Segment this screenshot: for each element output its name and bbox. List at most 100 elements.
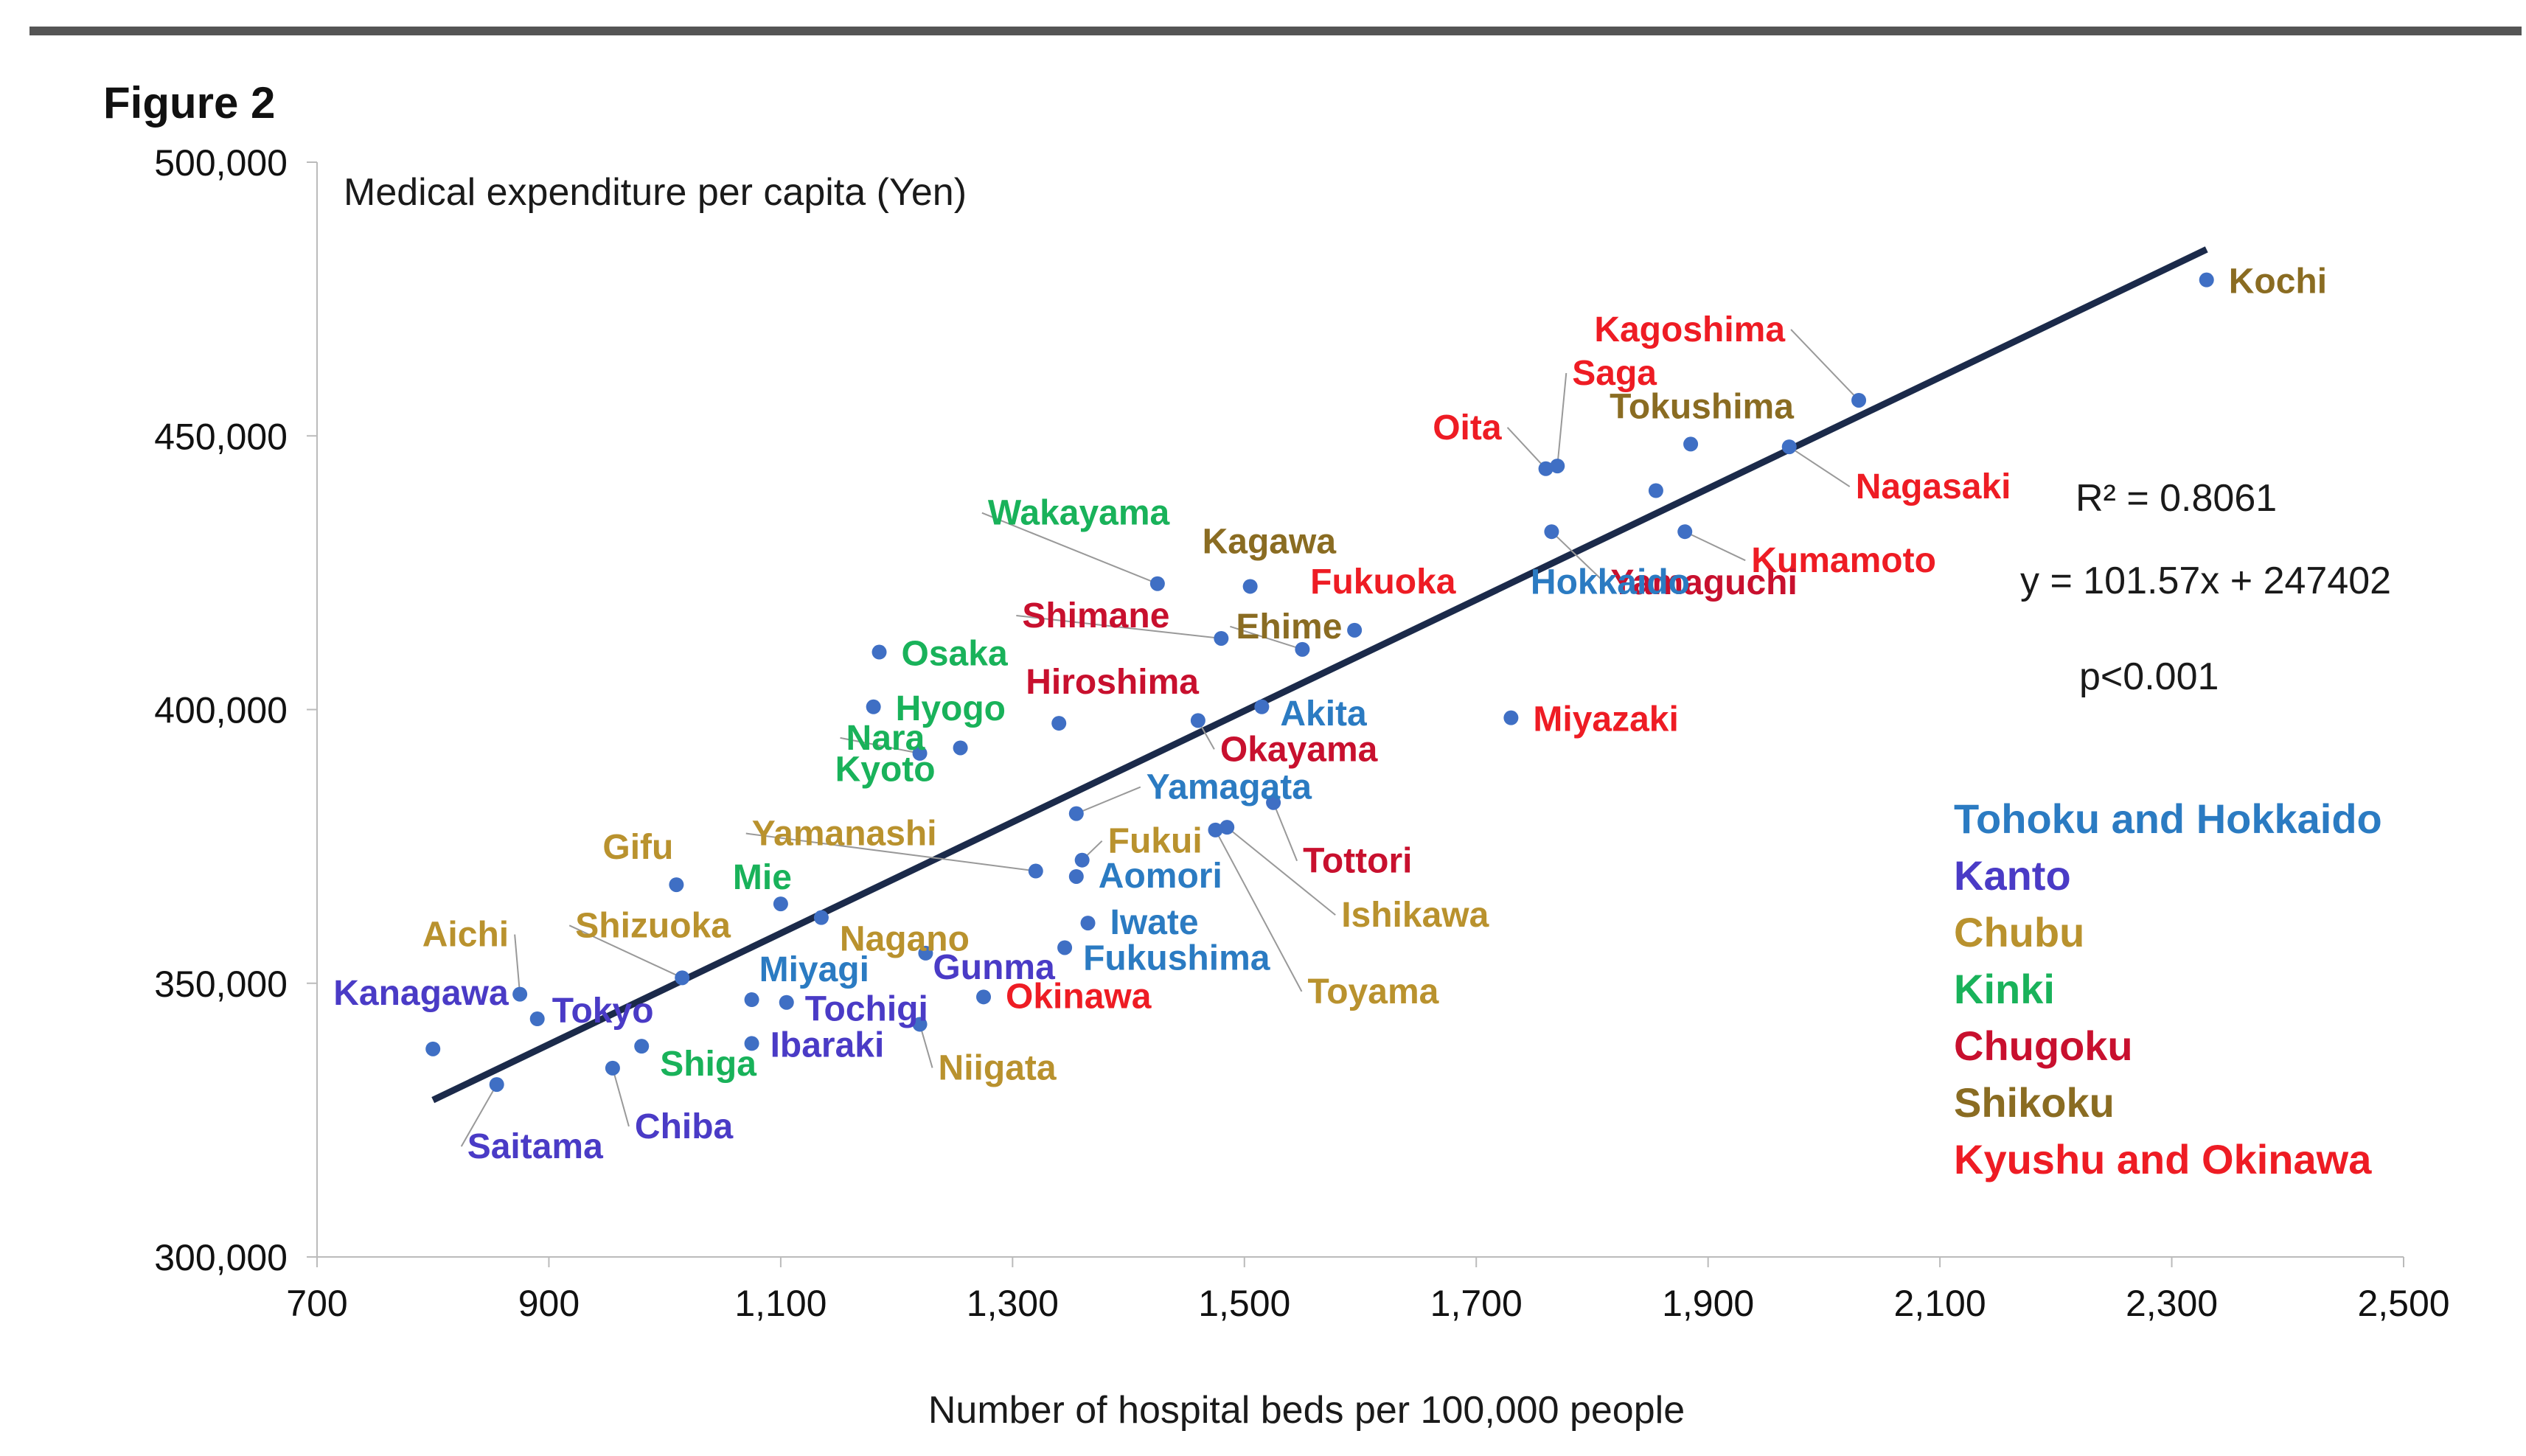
legend-item-shikoku: Shikoku: [1954, 1079, 2115, 1126]
point-label-kumamoto: Kumamoto: [1751, 541, 1936, 580]
point-label-tochigi: Tochigi: [805, 990, 928, 1029]
data-point-iwate: [1080, 916, 1096, 931]
point-label-yamagata: Yamagata: [1147, 768, 1312, 807]
point-label-kagawa: Kagawa: [1203, 522, 1337, 561]
data-point-yamaguchi: [1544, 524, 1559, 540]
legend-item-kinki: Kinki: [1954, 966, 2055, 1012]
point-label-hyogo: Hyogo: [896, 689, 1006, 728]
leader-line-ishikawa: [1226, 826, 1336, 916]
y-tick-label: 350,000: [154, 964, 288, 1005]
leader-line-yamanashi: [745, 832, 1036, 872]
leader-line-oita: [1506, 427, 1547, 470]
point-label-kanagawa: Kanagawa: [333, 974, 509, 1013]
data-point-niigata: [912, 1017, 928, 1032]
leader-line-wakayama: [981, 512, 1158, 585]
x-tick-label: 1,100: [734, 1283, 827, 1324]
data-point-oita: [1538, 461, 1553, 476]
data-point-tottori: [1266, 795, 1281, 810]
leader-line-chiba: [611, 1067, 630, 1127]
point-label-saitama: Saitama: [467, 1127, 603, 1166]
data-point-fukushima: [1057, 940, 1073, 955]
point-label-nagano: Nagano: [840, 920, 970, 959]
leader-line-kagoshima: [1790, 329, 1859, 401]
data-point-kagawa: [1242, 579, 1258, 594]
data-point-kochi: [2199, 272, 2214, 288]
x-tick-label: 1,700: [1430, 1283, 1523, 1324]
x-tick-label: 1,500: [1198, 1283, 1290, 1324]
x-tick-label: 1,900: [1662, 1283, 1754, 1324]
leader-line-kumamoto: [1684, 531, 1746, 562]
point-label-miyagi: Miyagi: [759, 950, 869, 989]
data-point-tokushima: [1683, 436, 1699, 452]
point-label-fukui: Fukui: [1108, 822, 1203, 861]
data-point-osaka: [871, 644, 887, 660]
p-value-annotation: p<0.001: [2079, 655, 2219, 698]
point-label-hiroshima: Hiroshima: [1026, 663, 1199, 702]
point-label-fukushima: Fukushima: [1083, 938, 1270, 978]
x-axis-title: Number of hospital beds per 100,000 peop…: [928, 1389, 1685, 1432]
point-label-tottori: Tottori: [1303, 842, 1412, 881]
data-point-ibaraki: [744, 1036, 759, 1051]
point-label-miyazaki: Miyazaki: [1533, 700, 1678, 739]
axes: 700 900 1,100 1,300 1,500 1,700 1,900 2,100 2,30…: [154, 142, 2449, 1324]
point-labels: Kochi Kagoshima Saga Oita Tokushima Nagasaki K…: [333, 262, 2327, 1166]
leader-line-nara: [840, 736, 920, 754]
leader-line-yamagata: [1076, 786, 1141, 815]
data-point-gunma: [918, 945, 933, 961]
leader-lines: [460, 329, 1859, 1147]
y-tick-label: 300,000: [154, 1237, 288, 1278]
data-point-chiba: [605, 1060, 620, 1076]
trend-line: [431, 246, 2208, 1104]
point-label-shizuoka: Shizuoka: [575, 906, 731, 945]
point-label-chiba: Chiba: [635, 1107, 734, 1146]
point-label-wakayama: Wakayama: [988, 494, 1170, 533]
leader-line-saitama: [460, 1084, 498, 1147]
r-squared-annotation: R² = 0.8061: [2076, 477, 2277, 520]
leader-line-tottori: [1273, 802, 1298, 862]
legend-item-kyushu-and-okinawa: Kyushu and Okinawa: [1954, 1136, 2372, 1182]
x-tick-label: 1,300: [967, 1283, 1059, 1324]
data-point-nagano: [813, 910, 829, 925]
point-label-gunma: Gunma: [933, 948, 1055, 987]
data-point-hokkaido: [1648, 483, 1663, 498]
leader-line-toyama: [1214, 829, 1303, 992]
data-point-aichi: [512, 986, 528, 1002]
data-point-kanagawa: [425, 1041, 441, 1056]
data-points: [425, 272, 2214, 1093]
point-label-oita: Oita: [1433, 408, 1502, 447]
data-point-tokyo: [529, 1011, 545, 1027]
x-tick-label: 2,500: [2357, 1283, 2449, 1324]
point-label-toyama: Toyama: [1307, 972, 1438, 1011]
leader-line-shizuoka: [568, 924, 683, 979]
data-point-kumamoto: [1677, 524, 1693, 540]
leader-line-nagasaki: [1789, 446, 1851, 487]
point-label-okayama: Okayama: [1220, 730, 1378, 769]
point-label-kagoshima: Kagoshima: [1594, 310, 1785, 349]
point-label-yamanashi: Yamanashi: [752, 815, 937, 854]
regression-equation: y = 101.57x + 247402: [2020, 560, 2391, 602]
x-tick-label: 900: [518, 1283, 580, 1324]
legend-item-chubu: Chubu: [1954, 909, 2084, 955]
point-label-aomori: Aomori: [1099, 857, 1222, 896]
point-label-gifu: Gifu: [602, 828, 673, 867]
data-point-ehime: [1295, 641, 1310, 657]
leader-line-yamaguchi: [1551, 531, 1606, 583]
leader-line-niigata: [919, 1024, 933, 1068]
legend: Tohoku and Hokkaido Kanto Chubu Kinki Chugok…: [1954, 795, 2382, 1182]
point-label-akita: Akita: [1280, 694, 1367, 734]
point-label-niigata: Niigata: [939, 1048, 1057, 1087]
point-label-shimane: Shimane: [1022, 596, 1169, 635]
data-point-okinawa: [976, 989, 992, 1005]
data-point-gifu: [669, 877, 684, 893]
point-label-kyoto: Kyoto: [835, 750, 936, 789]
leader-line-shimane: [1016, 614, 1222, 639]
legend-item-chugoku: Chugoku: [1954, 1023, 2133, 1069]
point-label-mie: Mie: [733, 858, 792, 897]
data-point-yamagata: [1068, 806, 1084, 821]
leader-line-saga: [1556, 372, 1568, 467]
data-point-toyama: [1208, 822, 1223, 837]
point-label-tokushima: Tokushima: [1610, 387, 1794, 426]
y-tick-label: 400,000: [154, 690, 288, 731]
data-point-shimane: [1214, 630, 1229, 646]
